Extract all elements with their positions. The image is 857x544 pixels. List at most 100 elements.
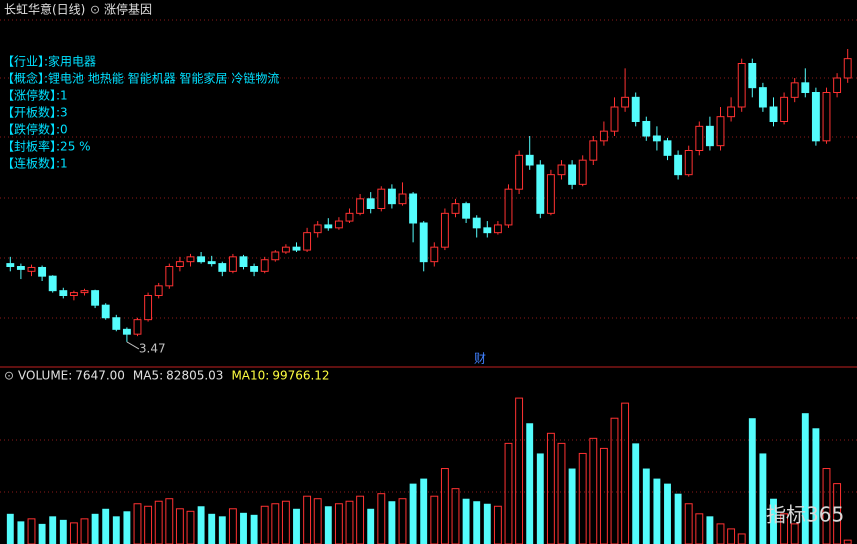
volume-bar: [557, 442, 566, 544]
candle-body: [38, 266, 47, 277]
candle-body: [324, 224, 333, 229]
candle-body: [16, 266, 25, 270]
candle-body: [175, 261, 184, 267]
info-value: :25 %: [56, 140, 91, 154]
candle-body: [186, 256, 195, 263]
volume-bar: [133, 503, 142, 544]
volume-bar: [684, 503, 693, 544]
volume-bar: [578, 452, 587, 544]
candle-body: [536, 164, 545, 214]
candle-body: [430, 246, 439, 263]
legend-name: MA10:: [231, 369, 269, 383]
candle-body: [557, 164, 566, 176]
candle-body: [578, 159, 587, 185]
candle-body: [419, 222, 428, 263]
volume-bar: [664, 483, 671, 544]
info-label: 【涨停数】: [2, 88, 62, 103]
candle-body: [122, 328, 131, 335]
volume-bar: [356, 495, 365, 544]
candle-body: [69, 292, 78, 297]
volume-bar: [271, 503, 280, 544]
volume-bar: [780, 513, 789, 544]
volume-bar: [123, 511, 131, 544]
volume-bar: [674, 493, 682, 544]
info-label: 【行业】: [2, 55, 50, 69]
candle-body: [313, 224, 322, 234]
candle-body: [684, 150, 693, 176]
chart-title: 长虹华意(日线): [4, 2, 85, 17]
candle-body: [387, 188, 396, 205]
volume-bar: [324, 506, 332, 544]
volume-bar: [462, 498, 470, 544]
candle-body: [197, 256, 206, 263]
candle-body: [769, 106, 778, 122]
volume-bar: [801, 413, 809, 544]
candle-body: [48, 275, 57, 292]
volume-bar: [812, 428, 820, 544]
candle-body: [843, 58, 852, 79]
volume-bar: [770, 498, 777, 544]
volume-bar: [822, 468, 831, 544]
candle-body: [780, 96, 789, 123]
candle-body: [239, 256, 248, 268]
volume-bar: [610, 417, 619, 544]
candle-body: [631, 96, 640, 123]
volume-bar: [737, 533, 746, 544]
candle-body: [154, 285, 163, 297]
candle-body: [833, 77, 842, 93]
volume-bar: [186, 510, 195, 544]
candle-body: [515, 154, 524, 190]
volume-bar: [748, 418, 756, 544]
volume-bar: [483, 503, 491, 544]
volume-bar: [208, 513, 216, 544]
volume-bar: [112, 516, 120, 544]
volume-bar: [515, 397, 524, 544]
candle-body: [525, 154, 534, 166]
low-pointer: [126, 341, 140, 350]
volume-bar: [367, 508, 375, 544]
candle-body: [409, 193, 418, 224]
volume-bar: [27, 518, 36, 544]
volume-bar: [293, 508, 300, 544]
candle-body: [705, 125, 714, 147]
candle-body: [546, 174, 555, 214]
volume-bar: [250, 514, 258, 544]
volume-bar: [144, 505, 153, 544]
candle-body: [356, 198, 365, 214]
volume-bar: [303, 495, 312, 544]
volume-bar: [621, 402, 630, 544]
candle-body: [91, 290, 100, 306]
event-marker-box: [472, 351, 486, 365]
volume-bar: [546, 432, 555, 544]
volume-bar: [345, 500, 354, 544]
volume-bar: [409, 483, 417, 544]
candle-body: [663, 140, 672, 156]
candle-body: [345, 212, 354, 222]
volume-bar: [790, 523, 799, 544]
candle-body: [80, 290, 89, 294]
volume-bar: [218, 516, 226, 544]
candle-body: [483, 227, 492, 234]
candle-body: [811, 92, 820, 142]
candle-body: [59, 290, 68, 296]
info-value: :锂电池 地热能 智能机器 智能家居 冷链物流: [44, 71, 279, 86]
volume-bar: [504, 442, 513, 544]
info-value: :3: [56, 106, 68, 120]
volume-bar: [313, 498, 322, 544]
volume-bar: [334, 503, 343, 544]
volume-bar: [440, 468, 449, 544]
info-value: :家用电器: [44, 54, 96, 69]
volume-bar: [398, 498, 407, 544]
volume-bar: [589, 437, 598, 544]
candle-body: [822, 92, 831, 142]
candle-body: [207, 261, 216, 265]
candle-body: [737, 63, 746, 108]
volume-bar: [80, 518, 89, 544]
candle-body: [472, 217, 481, 229]
volume-bar: [759, 453, 767, 544]
info-label: 【跌停数】: [2, 122, 62, 137]
volume-bar: [377, 493, 386, 544]
info-label: 【开板数】: [2, 105, 62, 120]
volume-bar: [69, 522, 78, 544]
